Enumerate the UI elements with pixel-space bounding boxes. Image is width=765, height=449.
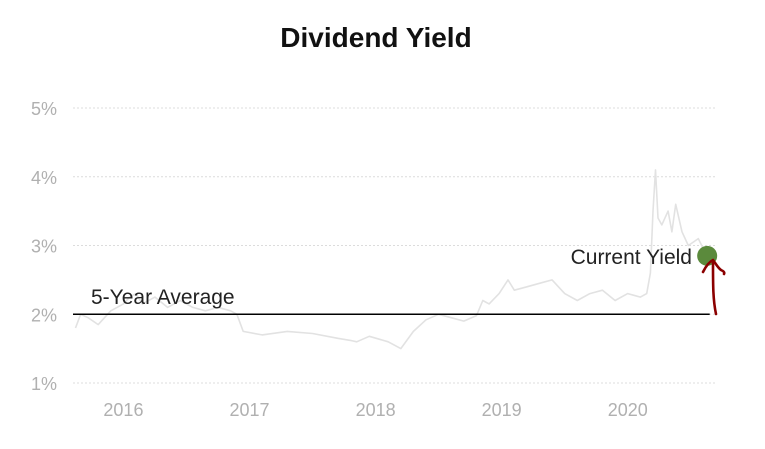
- hand-drawn-arrow-head: [701, 258, 726, 276]
- x-tick-label: 2016: [103, 400, 143, 420]
- y-axis-tick-labels: 1% 2% 3% 4% 5%: [31, 99, 57, 394]
- y-tick-label: 5%: [31, 99, 57, 119]
- x-axis-tick-labels: 2016 2017 2018 2019 2020: [103, 400, 647, 420]
- y-tick-label: 2%: [31, 305, 57, 325]
- y-tick-label: 3%: [31, 237, 57, 257]
- y-tick-label: 1%: [31, 374, 57, 394]
- hand-drawn-arrow-shaft: [711, 261, 718, 316]
- x-tick-label: 2018: [356, 400, 396, 420]
- chart-title: Dividend Yield: [280, 22, 472, 53]
- five-year-average-label: 5-Year Average: [91, 286, 235, 309]
- dividend-yield-line: [74, 169, 711, 350]
- x-tick-label: 2020: [608, 400, 648, 420]
- y-tick-label: 4%: [31, 168, 57, 188]
- x-tick-label: 2017: [229, 400, 269, 420]
- current-yield-label: Current Yield: [571, 246, 692, 269]
- hand-drawn-arrow: [701, 258, 726, 316]
- x-tick-label: 2019: [482, 400, 522, 420]
